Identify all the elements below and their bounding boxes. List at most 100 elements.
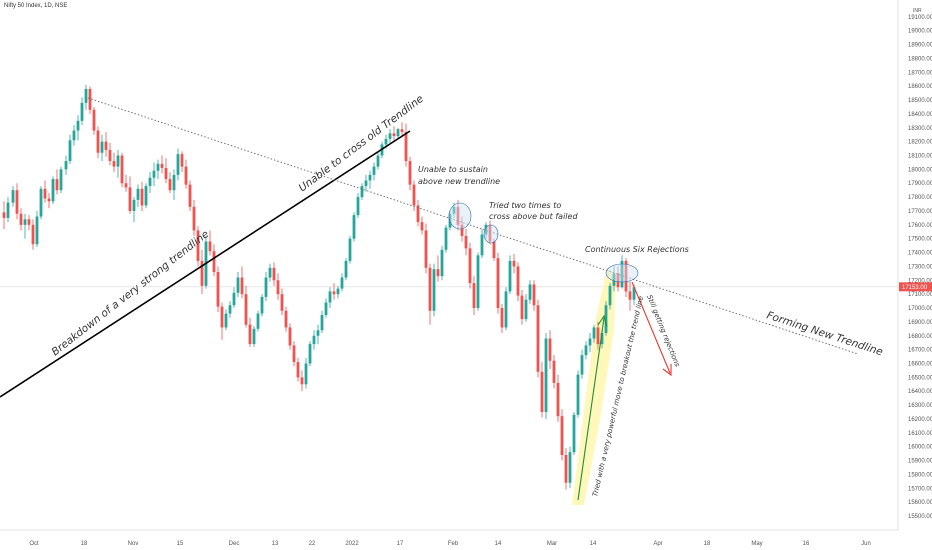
candle-up <box>308 344 312 364</box>
candle-up <box>304 363 308 385</box>
candle-down <box>180 154 184 167</box>
y-tick-label: 17100.00 <box>908 292 932 298</box>
candle-down <box>596 327 600 345</box>
rejection-ellipse <box>605 263 639 283</box>
candle-down <box>488 224 492 242</box>
old-trendline <box>0 130 411 398</box>
candle-up <box>620 260 624 288</box>
candle-down <box>216 271 220 307</box>
candle-up <box>600 332 604 345</box>
candle-down <box>500 308 504 328</box>
new-trendline <box>87 97 859 355</box>
candle-up <box>608 285 612 306</box>
candle-up <box>84 88 88 103</box>
candle-up <box>336 288 340 295</box>
candle-up <box>256 313 260 329</box>
candle-up <box>444 227 448 250</box>
candle-down <box>464 235 468 249</box>
candle-up <box>580 355 584 375</box>
y-tick-label: 15600.00 <box>908 500 932 506</box>
candle-up <box>328 291 332 303</box>
y-tick-label: 16000.00 <box>908 445 932 451</box>
candle-up <box>484 224 488 235</box>
x-tick-label: Dec <box>229 541 240 547</box>
candle-up <box>6 202 10 218</box>
candle-up <box>132 199 136 211</box>
candle-up <box>144 186 148 206</box>
candle-up <box>59 169 63 191</box>
candle-up <box>584 345 588 356</box>
x-tick-label: 14 <box>495 541 502 547</box>
candle-down <box>392 133 396 137</box>
chart-title: Nifty 50 Index, 1D, NSE <box>4 3 68 9</box>
candle-down <box>47 198 51 202</box>
x-tick-label: 14 <box>590 541 597 547</box>
y-tick-label: 18600.00 <box>908 84 932 90</box>
candle-down <box>460 224 464 236</box>
candle-up <box>592 327 596 339</box>
candle-down <box>404 131 408 162</box>
y-tick-label: 17700.00 <box>908 209 932 215</box>
y-tick-label: 17800.00 <box>908 195 932 201</box>
annotation-a8: Forming New Trendline <box>765 309 884 358</box>
candle-up <box>372 166 376 175</box>
x-tick-label: 2022 <box>345 541 359 547</box>
x-tick-label: 16 <box>803 541 810 547</box>
y-tick-label: 16200.00 <box>908 417 932 423</box>
candle-down <box>244 294 248 325</box>
rejection-ellipse <box>483 224 499 244</box>
y-tick-label: 17600.00 <box>908 223 932 229</box>
candle-down <box>200 260 204 286</box>
candle-up <box>64 161 68 170</box>
candle-up <box>360 186 364 198</box>
candle-up <box>324 302 328 315</box>
green-arrow-shaft <box>577 317 605 501</box>
candle-up <box>11 190 15 203</box>
annotation-a4: above new trendline <box>418 177 500 186</box>
candle-down <box>436 269 440 277</box>
x-tick-label: Apr <box>653 541 662 547</box>
candle-down <box>240 277 244 295</box>
candle-up <box>364 180 368 187</box>
candle-down <box>624 260 628 292</box>
x-tick-label: 17 <box>397 541 404 547</box>
candle-down <box>92 109 96 131</box>
annotation-a7: Continuous Six Rejections <box>585 245 689 254</box>
candle-up <box>568 452 572 483</box>
y-tick-label: 17200.00 <box>908 278 932 284</box>
candle-down <box>496 258 500 309</box>
candle-up <box>340 277 344 289</box>
y-tick-label: 16700.00 <box>908 348 932 354</box>
y-tick-label: 16600.00 <box>908 361 932 367</box>
x-tick-label: Feb <box>448 541 459 547</box>
x-tick-label: May <box>751 541 762 547</box>
candle-down <box>208 241 212 252</box>
y-tick-label: 16100.00 <box>908 431 932 437</box>
candle-up <box>528 284 532 300</box>
y-tick-label: 18800.00 <box>908 56 932 62</box>
candle-down <box>104 141 108 150</box>
candle-up <box>236 277 240 293</box>
candle-up <box>612 273 616 286</box>
candle-up <box>480 234 484 256</box>
candle-down <box>220 306 224 328</box>
red-arrow-head <box>662 364 672 377</box>
candle-down <box>292 345 296 363</box>
candle-up <box>504 291 508 328</box>
y-tick-label: 18900.00 <box>908 43 932 49</box>
candle-down <box>400 129 404 132</box>
x-tick-label: 18 <box>704 541 711 547</box>
candle-down <box>160 163 164 168</box>
candle-up <box>632 287 636 300</box>
candle-down <box>43 188 47 199</box>
y-tick-label: 19000.00 <box>908 29 932 35</box>
candle-up <box>544 338 548 413</box>
y-tick-label: 17900.00 <box>908 181 932 187</box>
candle-up <box>268 267 272 278</box>
candle-down <box>188 184 192 207</box>
candle-up <box>148 177 152 187</box>
candle-down <box>564 454 568 483</box>
candle-down <box>276 280 280 295</box>
candle-down <box>556 382 560 417</box>
